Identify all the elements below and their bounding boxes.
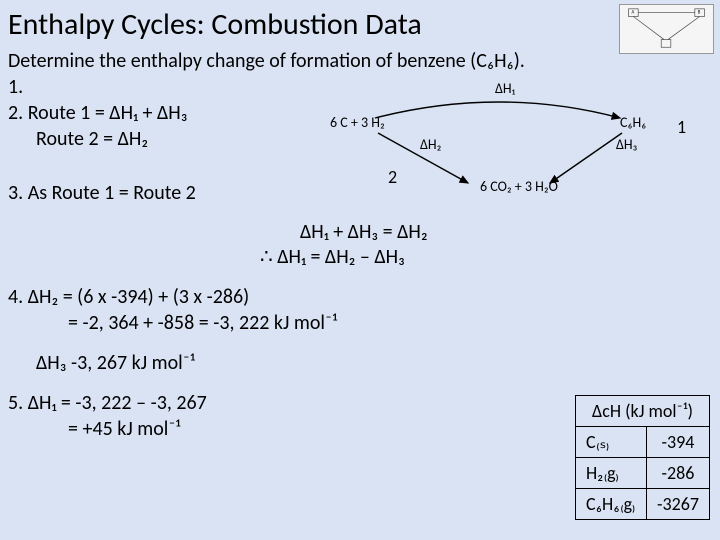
- step-4c: ΔH₃ -3, 267 kJ mol⁻¹: [8, 351, 712, 375]
- combustion-products-node: 6 CO₂ + 3 H₂O: [480, 178, 558, 195]
- value-cell: -3267: [646, 489, 709, 520]
- page-title: Enthalpy Cycles: Combustion Data: [0, 0, 720, 47]
- species-cell: C₆H₆₍g₎: [575, 489, 646, 520]
- table-row: C₍ₛ₎ -394: [575, 427, 709, 458]
- hess-cycle-diagram: ΔH₁ 6 C + 3 H₂ C₆H₆ 1 ΔH₂ ΔH₃ 2 6 CO₂ + …: [320, 88, 690, 208]
- value-cell: -286: [646, 458, 709, 489]
- dh3-label: ΔH₃: [616, 136, 637, 153]
- eq-line-1: ΔH₁ + ΔH₃ = ΔH₂: [260, 220, 428, 245]
- svg-text:A: A: [631, 10, 634, 16]
- step-4a: 4. ΔH₂ = (6 x -394) + (3 x -286): [8, 285, 712, 309]
- route1-badge: 1: [677, 116, 686, 138]
- equation-block: ΔH₁ + ΔH₃ = ΔH₂ ∴ ΔH₁ = ΔH₂ – ΔH₃: [260, 220, 428, 270]
- table-header: ΔcH (kJ mol⁻¹): [575, 396, 709, 427]
- dh2-label: ΔH₂: [420, 136, 441, 153]
- reactants-node: 6 C + 3 H₂: [330, 114, 385, 131]
- table-row: C₆H₆₍g₎ -3267: [575, 489, 709, 520]
- subtitle: Determine the enthalpy change of formati…: [0, 47, 720, 75]
- product-node: C₆H₆: [620, 114, 646, 131]
- route2-badge: 2: [388, 166, 397, 188]
- svg-text:B: B: [698, 10, 701, 16]
- species-cell: C₍ₛ₎: [575, 427, 646, 458]
- combustion-data-table: ΔcH (kJ mol⁻¹) C₍ₛ₎ -394 H₂₍g₎ -286 C₆H₆…: [575, 395, 710, 520]
- table-row: H₂₍g₎ -286: [575, 458, 709, 489]
- eq-line-2: ∴ ΔH₁ = ΔH₂ – ΔH₃: [260, 245, 428, 270]
- species-cell: H₂₍g₎: [575, 458, 646, 489]
- step-4b: = -2, 364 + -858 = -3, 222 kJ mol⁻¹: [8, 311, 712, 335]
- hess-law-thumbnail: AB: [619, 4, 714, 54]
- dh1-label: ΔH₁: [495, 80, 515, 97]
- value-cell: -394: [646, 427, 709, 458]
